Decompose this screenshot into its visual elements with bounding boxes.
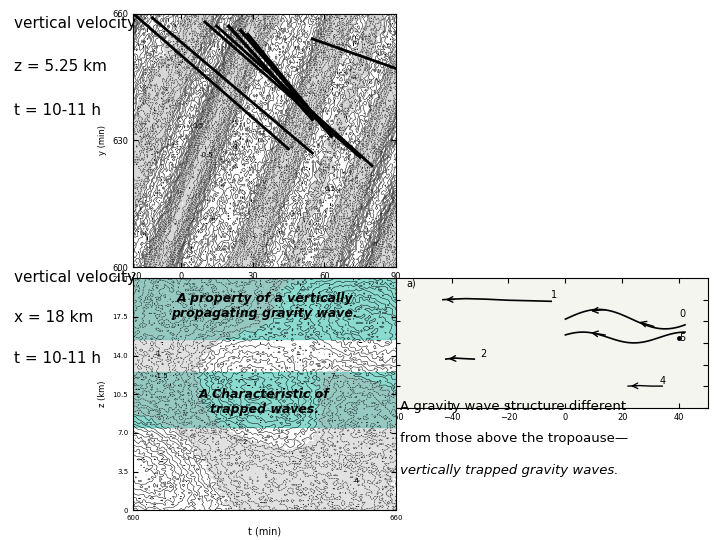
Text: t = 10-11 h: t = 10-11 h: [14, 103, 102, 118]
Text: 2: 2: [480, 349, 486, 360]
Text: t = 10-11 h: t = 10-11 h: [14, 351, 102, 366]
Text: -1.5: -1.5: [155, 373, 168, 379]
Text: vertically trapped gravity waves.: vertically trapped gravity waves.: [400, 464, 618, 477]
Y-axis label: z (km): z (km): [364, 327, 374, 359]
Text: 0: 0: [679, 309, 685, 319]
Text: A gravity wave structure different: A gravity wave structure different: [400, 400, 626, 413]
Text: x = 18 km: x = 18 km: [14, 310, 94, 326]
Text: h: h: [372, 241, 377, 247]
Text: vertical velocity: vertical velocity: [14, 270, 136, 285]
Text: from those above the tropoause—: from those above the tropoause—: [400, 432, 628, 445]
Text: -0.5: -0.5: [200, 152, 214, 158]
Text: 7: 7: [330, 373, 335, 379]
Text: 4: 4: [660, 376, 665, 387]
Text: 0.5: 0.5: [324, 186, 336, 192]
Text: 0.5: 0.5: [193, 123, 204, 129]
Y-axis label: z (km): z (km): [98, 381, 107, 408]
Bar: [133, 278, 396, 339]
Text: -1: -1: [155, 350, 162, 356]
Text: vertical velocity: vertical velocity: [14, 16, 136, 31]
X-axis label: x (km): x (km): [249, 287, 280, 296]
Text: A property of a vertically
propagating gravity wave.: A property of a vertically propagating g…: [171, 292, 358, 320]
Text: -4: -4: [352, 478, 359, 484]
X-axis label: t (min): t (min): [248, 526, 282, 537]
Y-axis label: y (min): y (min): [98, 125, 107, 156]
Text: 2: 2: [243, 439, 247, 445]
Text: a): a): [406, 279, 415, 289]
Text: 5: 5: [679, 333, 685, 343]
Text: 1: 1: [552, 290, 557, 300]
Bar: [133, 372, 396, 427]
Text: A Characteristic of
trapped waves.: A Characteristic of trapped waves.: [199, 388, 330, 416]
Text: 1: 1: [233, 144, 238, 150]
Text: z = 5.25 km: z = 5.25 km: [14, 59, 107, 75]
